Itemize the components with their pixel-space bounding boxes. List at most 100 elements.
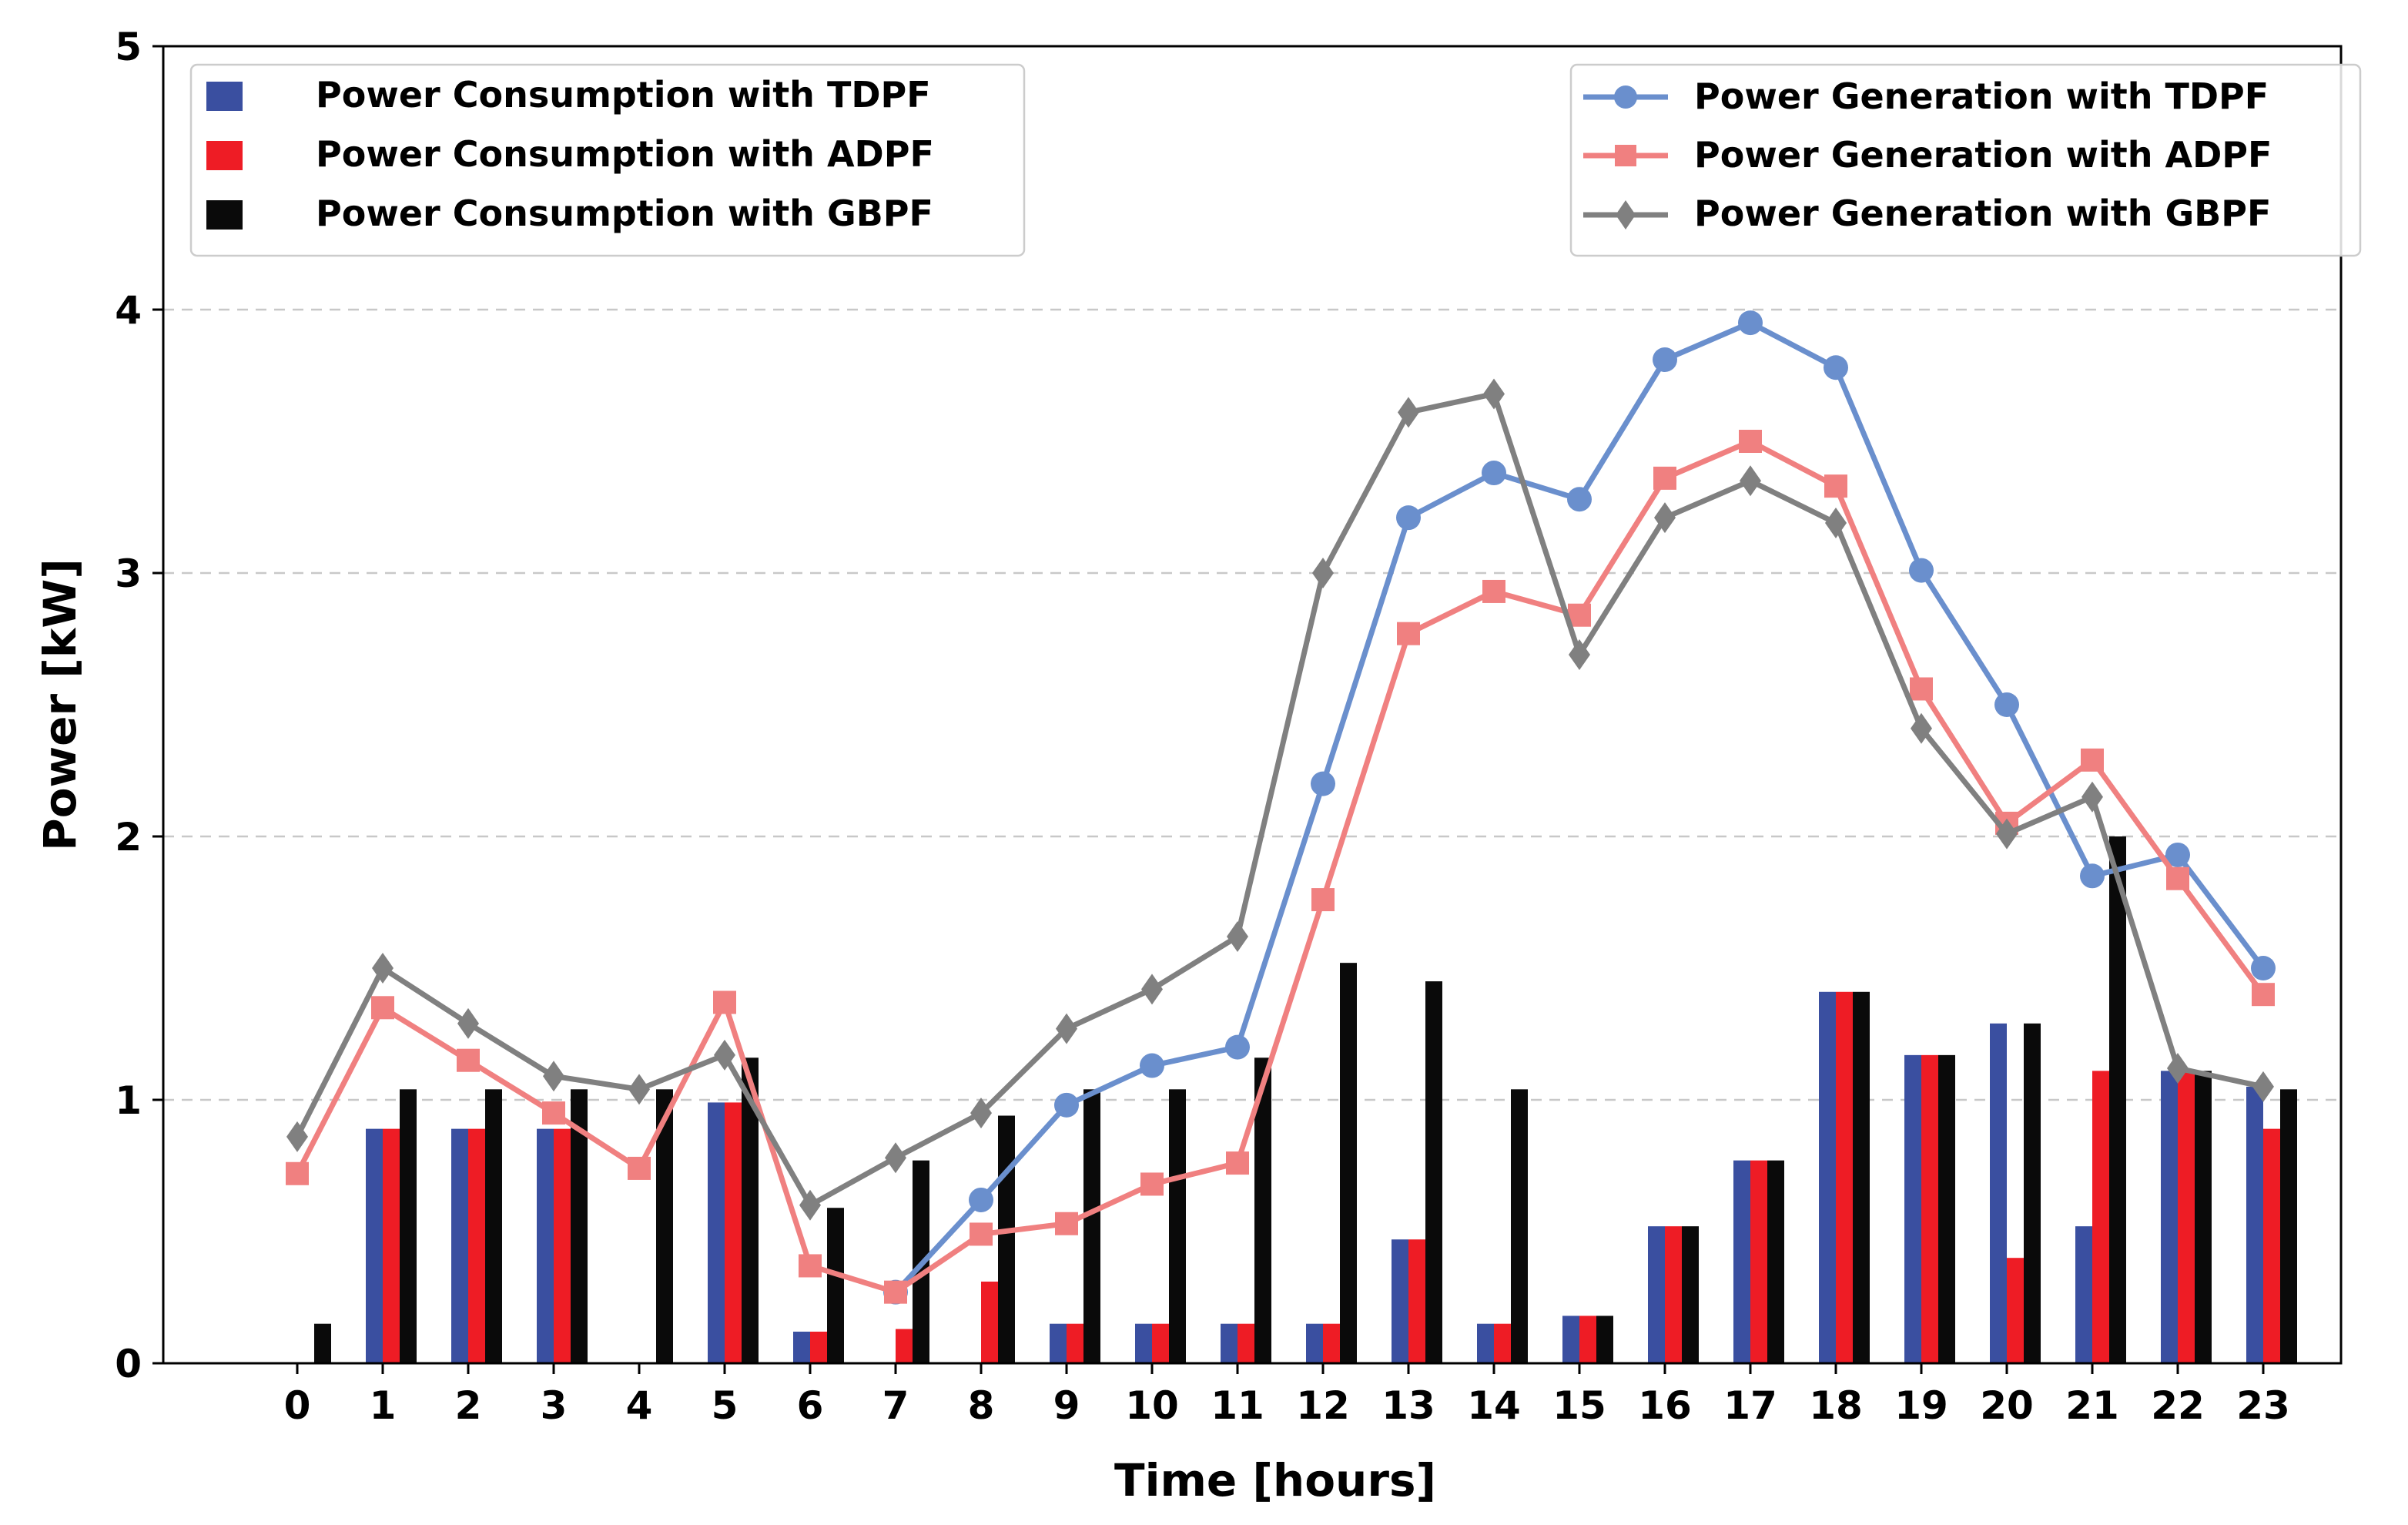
line-series-group: [286, 310, 2276, 1305]
bar-gbpf-18: [1853, 991, 1870, 1363]
bar-adpf-13: [1408, 1239, 1425, 1363]
bar-gbpf-2: [485, 1089, 502, 1363]
bar-tdpf-3: [537, 1128, 554, 1363]
point-tdpf-14: [1482, 461, 1506, 486]
bar-adpf-15: [1579, 1316, 1596, 1363]
x-tick-label: 18: [1809, 1383, 1863, 1428]
point-gbpf-22: [2167, 1052, 2189, 1084]
bar-tdpf-12: [1306, 1323, 1323, 1363]
point-tdpf-8: [969, 1187, 993, 1212]
bar-tdpf-18: [1819, 991, 1836, 1363]
point-gbpf-15: [1569, 639, 1590, 671]
point-adpf-16: [1653, 466, 1676, 490]
bar-adpf-10: [1152, 1323, 1169, 1363]
bar-adpf-23: [2263, 1128, 2280, 1363]
x-tick-label: 19: [1894, 1383, 1948, 1428]
point-tdpf-11: [1225, 1034, 1250, 1060]
x-tick-label: 11: [1211, 1383, 1264, 1428]
legend-label-tdpf-generation: Power Generation with TDPF: [1694, 75, 2269, 117]
line-adpf-generation: [294, 438, 2266, 1295]
point-gbpf-21: [2081, 781, 2103, 813]
point-adpf-4: [628, 1156, 651, 1180]
bar-gbpf-13: [1425, 981, 1442, 1363]
x-axis-ticks: 0 1 2 3 4 5 6 7 8 9 10 11 12 13 14 15 16 17 18 19 20 21 22 23: [284, 1363, 2290, 1428]
point-gbpf-3: [543, 1061, 564, 1092]
bar-gbpf-3: [571, 1089, 588, 1363]
point-tdpf-9: [1054, 1092, 1079, 1118]
x-tick-label: 12: [1296, 1383, 1350, 1428]
x-tick-label: 2: [455, 1383, 482, 1428]
point-tdpf-12: [1311, 771, 1335, 796]
x-tick-label: 22: [2151, 1383, 2205, 1428]
legend-label-gbpf-consumption: Power Consumption with GBPF: [316, 193, 933, 234]
point-tdpf-22: [2165, 842, 2190, 867]
point-adpf-11: [1226, 1151, 1249, 1175]
point-adpf-5: [713, 990, 736, 1014]
point-adpf-23: [2252, 983, 2275, 1007]
point-gbpf-4: [628, 1074, 650, 1105]
legend-swatch-tdpf-consumption: [206, 82, 243, 111]
line-legend-box: [1569, 63, 2362, 257]
point-tdpf-15: [1567, 487, 1592, 512]
x-tick-label: 4: [626, 1383, 653, 1428]
bar-tdpf-5: [708, 1102, 725, 1363]
x-tick-label: 0: [284, 1383, 311, 1428]
point-tdpf-21: [2080, 863, 2105, 889]
bar-gbpf-14: [1511, 1089, 1528, 1363]
point-gbpf-10: [1141, 974, 1163, 1005]
bar-adpf-14: [1494, 1323, 1511, 1363]
bar-gbpf-20: [2024, 1023, 2041, 1363]
point-gbpf-2: [457, 1007, 479, 1039]
legend-marker-tdpf-generation: [1614, 85, 1637, 109]
bar-tdpf-22: [2161, 1071, 2178, 1363]
point-gbpf-23: [2252, 1071, 2274, 1102]
bar-gbpf-6: [827, 1208, 844, 1363]
point-gbpf-1: [372, 953, 394, 984]
bar-tdpf-23: [2246, 1086, 2263, 1363]
bar-gbpf-11: [1254, 1057, 1271, 1363]
legend-label-adpf-consumption: Power Consumption with ADPF: [316, 133, 934, 175]
bar-gbpf-21: [2109, 836, 2126, 1363]
x-tick-label: 1: [370, 1383, 397, 1428]
x-tick-label: 21: [2065, 1383, 2119, 1428]
point-gbpf-20: [1996, 818, 2018, 850]
bar-gbpf-5: [742, 1057, 759, 1363]
x-tick-label: 13: [1382, 1383, 1435, 1428]
point-gbpf-7: [885, 1142, 906, 1174]
bar-gbpf-10: [1169, 1089, 1186, 1363]
bar-gbpf-9: [1083, 1089, 1100, 1363]
bar-gbpf-16: [1682, 1226, 1699, 1363]
point-adpf-13: [1397, 622, 1420, 645]
y-axis-ticks: 0 1 2 3 4 5: [115, 25, 163, 1386]
bar-adpf-12: [1323, 1323, 1340, 1363]
point-gbpf-19: [1911, 712, 1932, 744]
point-gbpf-14: [1483, 378, 1505, 410]
bar-tdpf-17: [1733, 1160, 1750, 1363]
bar-gbpf-19: [1938, 1054, 1955, 1363]
bar-adpf-9: [1067, 1323, 1083, 1363]
grid-lines: [163, 308, 2341, 1101]
bar-tdpf-11: [1221, 1323, 1237, 1363]
bar-gbpf-12: [1340, 963, 1357, 1363]
bar-tdpf-6: [793, 1331, 810, 1363]
bar-adpf-6: [810, 1331, 827, 1363]
bar-tdpf-10: [1135, 1323, 1152, 1363]
point-gbpf-17: [1740, 465, 1761, 497]
point-adpf-6: [799, 1254, 822, 1278]
bar-gbpf-23: [2280, 1089, 2297, 1363]
bar-adpf-21: [2092, 1071, 2109, 1363]
y-axis-label: Power [kW]: [34, 558, 86, 851]
bar-gbpf-15: [1596, 1316, 1613, 1363]
x-tick-label: 20: [1980, 1383, 2034, 1428]
point-adpf-19: [1910, 677, 1933, 701]
bar-tdpf-21: [2075, 1226, 2092, 1363]
bar-adpf-5: [725, 1102, 742, 1363]
y-tick-label: 1: [115, 1078, 142, 1123]
x-tick-label: 15: [1552, 1383, 1606, 1428]
point-tdpf-18: [1824, 355, 1848, 380]
bar-adpf-20: [2007, 1258, 2024, 1363]
y-tick-label: 2: [115, 815, 142, 860]
point-tdpf-10: [1140, 1053, 1164, 1078]
point-adpf-21: [2081, 748, 2104, 772]
